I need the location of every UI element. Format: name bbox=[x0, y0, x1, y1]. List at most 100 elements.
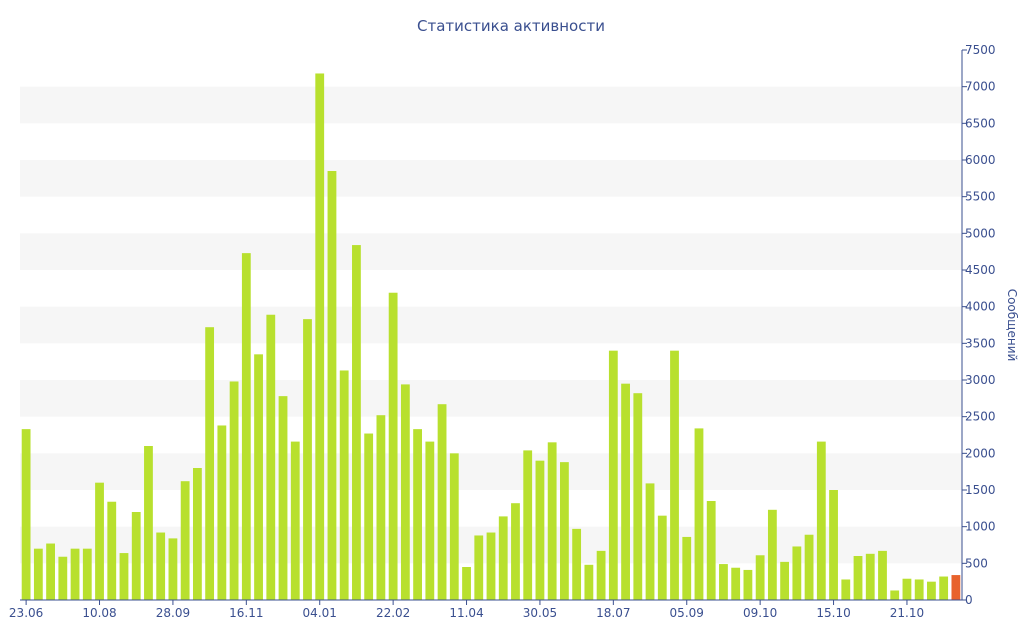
bar[interactable] bbox=[535, 460, 545, 600]
y-tick-label: 7500 bbox=[965, 43, 996, 57]
x-tick-label: 16.11 bbox=[229, 606, 263, 620]
bar[interactable] bbox=[608, 350, 618, 600]
bar[interactable] bbox=[767, 509, 777, 600]
bar[interactable] bbox=[278, 396, 288, 600]
bar[interactable] bbox=[596, 550, 606, 600]
bar-current[interactable] bbox=[951, 575, 961, 600]
y-axis-label: Сообщений bbox=[1005, 289, 1019, 362]
grid-band bbox=[20, 86, 962, 124]
bar[interactable] bbox=[400, 384, 410, 600]
bar[interactable] bbox=[168, 538, 178, 600]
bar[interactable] bbox=[682, 536, 692, 600]
bar[interactable] bbox=[865, 553, 875, 600]
bar[interactable] bbox=[119, 553, 129, 600]
bar[interactable] bbox=[352, 245, 361, 600]
bar[interactable] bbox=[486, 532, 496, 600]
bar[interactable] bbox=[890, 590, 900, 600]
bar[interactable] bbox=[511, 503, 520, 600]
bar[interactable] bbox=[449, 453, 459, 600]
bar[interactable] bbox=[58, 556, 68, 600]
bar[interactable] bbox=[156, 532, 166, 600]
bar[interactable] bbox=[290, 441, 300, 600]
bar[interactable] bbox=[584, 564, 594, 600]
bar[interactable] bbox=[560, 462, 569, 600]
x-tick-label: 18.07 bbox=[596, 606, 630, 620]
bar[interactable] bbox=[425, 441, 435, 600]
bar[interactable] bbox=[547, 442, 557, 600]
bar[interactable] bbox=[462, 567, 471, 600]
x-tick-label: 04.01 bbox=[303, 606, 337, 620]
bar[interactable] bbox=[694, 428, 704, 600]
grid-band bbox=[20, 380, 962, 417]
bar[interactable] bbox=[719, 564, 728, 600]
bar[interactable] bbox=[95, 482, 104, 600]
bar[interactable] bbox=[498, 516, 508, 600]
bar[interactable] bbox=[254, 354, 263, 600]
x-tick-label: 11.04 bbox=[449, 606, 483, 620]
bar[interactable] bbox=[33, 548, 43, 600]
bar[interactable] bbox=[205, 327, 215, 600]
y-tick-label: 5000 bbox=[965, 226, 996, 240]
bar[interactable] bbox=[657, 515, 667, 600]
bar[interactable] bbox=[474, 535, 484, 600]
bar[interactable] bbox=[804, 534, 814, 600]
bar[interactable] bbox=[82, 548, 92, 600]
bar[interactable] bbox=[388, 292, 398, 600]
bar[interactable] bbox=[572, 528, 582, 600]
bar[interactable] bbox=[816, 441, 826, 600]
bar[interactable] bbox=[939, 576, 949, 600]
bar[interactable] bbox=[217, 425, 227, 600]
grid-band bbox=[20, 233, 962, 270]
bar[interactable] bbox=[339, 370, 349, 600]
bar[interactable] bbox=[621, 383, 630, 600]
bar[interactable] bbox=[743, 569, 753, 600]
bar[interactable] bbox=[731, 567, 741, 600]
bar[interactable] bbox=[413, 429, 422, 600]
bar[interactable] bbox=[792, 546, 802, 600]
bar[interactable] bbox=[927, 581, 936, 600]
bar[interactable] bbox=[755, 555, 765, 600]
bar[interactable] bbox=[878, 550, 887, 600]
bar[interactable] bbox=[21, 429, 31, 600]
bar[interactable] bbox=[46, 543, 55, 600]
grid-band bbox=[20, 453, 962, 490]
bar[interactable] bbox=[633, 393, 643, 600]
bar[interactable] bbox=[523, 450, 533, 600]
x-tick-label: 15.10 bbox=[816, 606, 850, 620]
y-tick-label: 0 bbox=[965, 593, 973, 607]
bar[interactable] bbox=[914, 579, 924, 600]
bar[interactable] bbox=[70, 548, 80, 600]
bar[interactable] bbox=[645, 483, 655, 600]
y-tick-label: 6500 bbox=[965, 116, 996, 130]
bar[interactable] bbox=[706, 501, 716, 600]
bar[interactable] bbox=[107, 501, 117, 600]
y-tick-label: 4000 bbox=[965, 300, 996, 314]
chart-title: Статистика активности bbox=[417, 17, 605, 35]
bar[interactable] bbox=[144, 446, 153, 600]
bar[interactable] bbox=[229, 381, 239, 600]
bar[interactable] bbox=[376, 415, 386, 600]
bar[interactable] bbox=[303, 319, 312, 600]
bar[interactable] bbox=[670, 350, 679, 600]
bar[interactable] bbox=[902, 578, 912, 600]
bar[interactable] bbox=[266, 314, 276, 600]
x-axis: 23.06 10.08 28.09 16.11 04.01 22.02 11.04 30.05… bbox=[9, 599, 962, 620]
bar[interactable] bbox=[180, 481, 190, 600]
bar[interactable] bbox=[131, 512, 141, 600]
bar[interactable] bbox=[841, 579, 851, 600]
bar[interactable] bbox=[364, 433, 374, 600]
bar[interactable] bbox=[780, 561, 790, 600]
y-tick-label: 500 bbox=[965, 556, 988, 570]
bar[interactable] bbox=[315, 73, 325, 601]
y-tick-label: 3500 bbox=[965, 336, 996, 350]
bar[interactable] bbox=[853, 556, 863, 600]
x-tick-label: 10.08 bbox=[82, 606, 116, 620]
bar[interactable] bbox=[327, 171, 337, 600]
bar[interactable] bbox=[192, 468, 202, 600]
y-tick-label: 7000 bbox=[965, 80, 996, 94]
y-tick-label: 6000 bbox=[965, 153, 996, 167]
bar[interactable] bbox=[241, 253, 251, 600]
bar[interactable] bbox=[437, 404, 447, 600]
y-tick-label: 1000 bbox=[965, 520, 996, 534]
bar[interactable] bbox=[829, 490, 838, 600]
